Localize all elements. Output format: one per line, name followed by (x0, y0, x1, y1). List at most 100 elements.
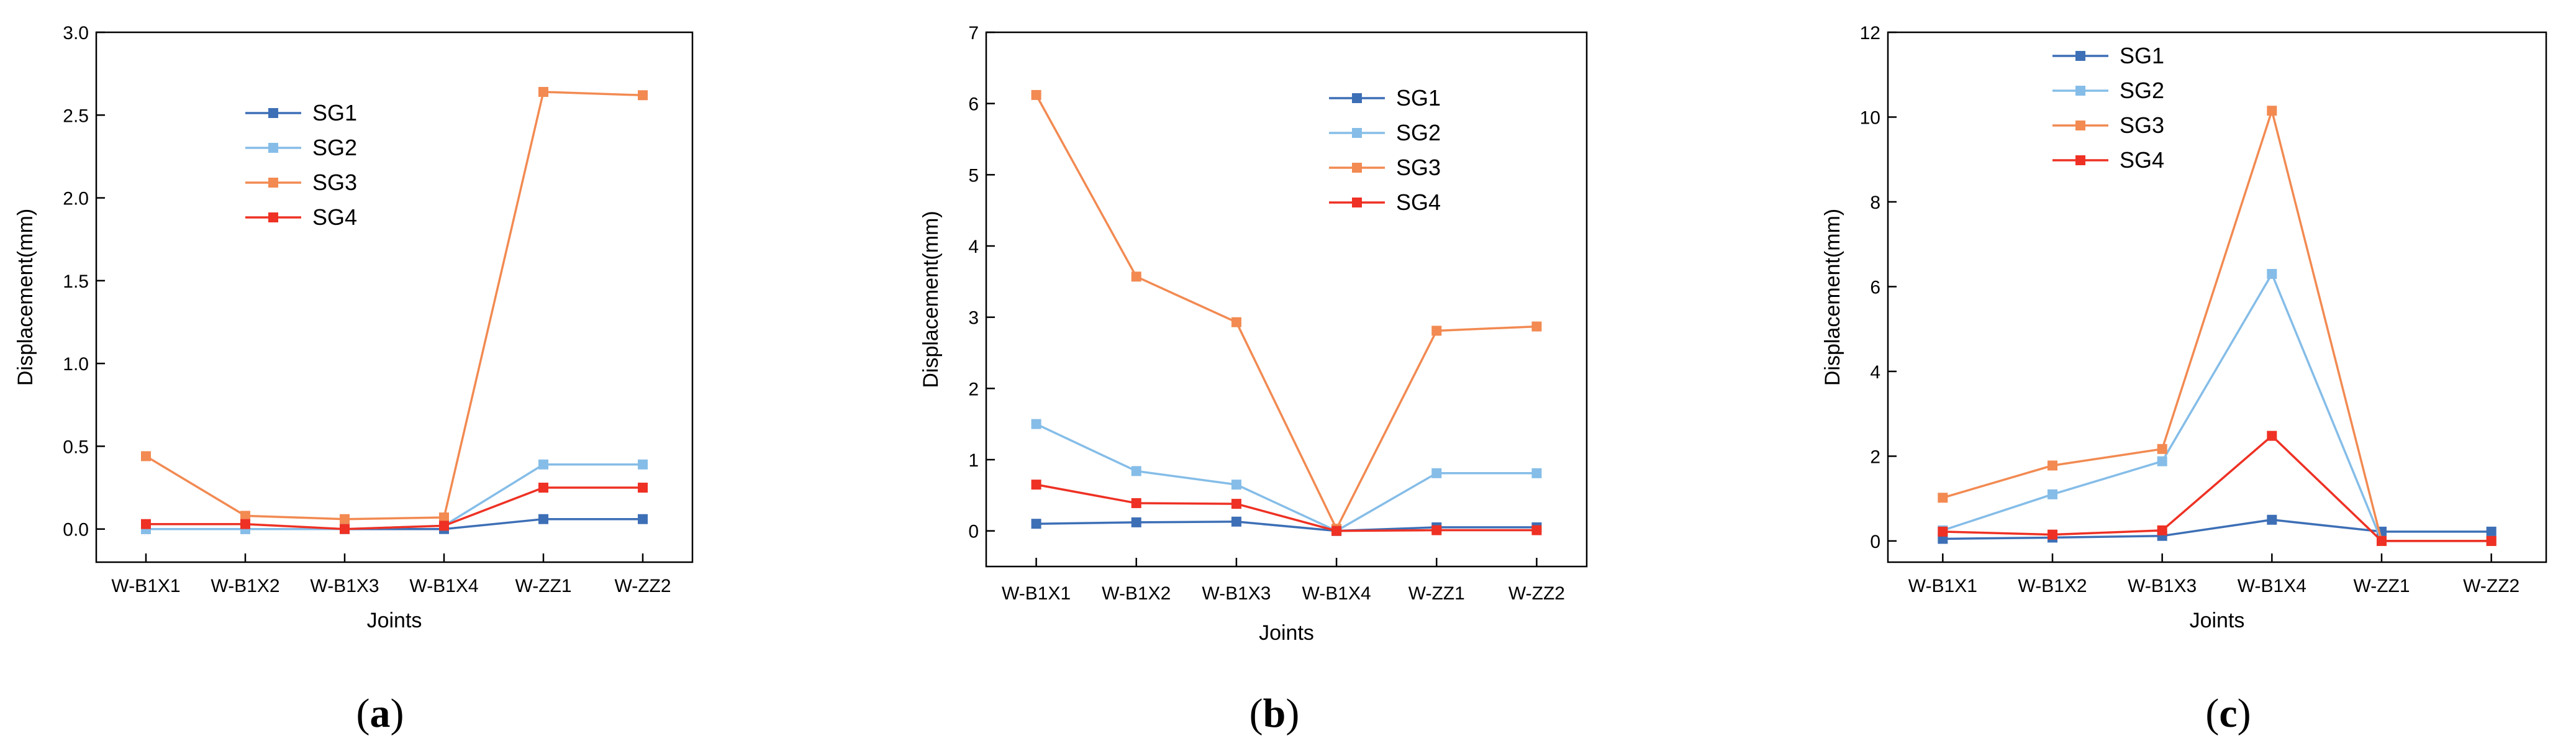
legend-label: SG1 (1396, 85, 1441, 111)
data-point (240, 511, 250, 521)
legend-label: SG4 (312, 204, 357, 230)
data-point (1231, 317, 1241, 327)
panel-letter: a (370, 691, 391, 736)
y-tick-label: 0 (968, 522, 979, 542)
data-point (240, 519, 250, 529)
data-point (2048, 460, 2057, 471)
data-point (538, 514, 548, 524)
data-point (2048, 529, 2057, 540)
data-point (2157, 525, 2167, 535)
data-point (1938, 526, 1948, 537)
data-point (2377, 535, 2387, 546)
x-tick-label: W-B1X2 (2018, 576, 2087, 596)
panel-label: (a) (356, 691, 404, 736)
series-line (1942, 273, 2492, 542)
data-point (638, 483, 648, 493)
data-point (1131, 466, 1141, 476)
y-tick-label: 7 (968, 23, 979, 43)
series-line (1036, 483, 1537, 532)
legend-marker (1352, 93, 1362, 103)
series-line (1035, 423, 1537, 532)
legend-marker (2075, 86, 2085, 96)
chart-panel-a: 0.0 0.5 1.0 1.5 2.0 2.5 3.0 W-B1X1 W-B1X2 W-B1X3 W… (14, 23, 694, 736)
legend-marker (1352, 128, 1362, 138)
legend-marker (268, 108, 278, 118)
legend-marker (2075, 121, 2085, 130)
data-point (2486, 535, 2497, 546)
data-point (638, 90, 648, 101)
data-point (1331, 526, 1342, 536)
x-tick-label: W-ZZ1 (2353, 576, 2410, 596)
series-SG2 (141, 459, 648, 534)
data-point (2267, 430, 2277, 441)
data-point (1131, 271, 1141, 282)
plot-frame (95, 31, 694, 563)
data-point (1431, 468, 1442, 478)
x-tick-label: W-B1X4 (1302, 583, 1371, 604)
x-axis-title: Joints (2190, 609, 2245, 632)
series-SG4 (1031, 480, 1542, 536)
x-axis-title: Joints (1259, 621, 1314, 645)
chart-panel-b: 0 1 2 3 4 5 6 7 W-B1X1 W-B1X2 W-B1X3 W-B1X4 W-ZZ1 W-Z… (919, 23, 1588, 736)
x-tick-label: W-ZZ2 (2463, 576, 2519, 596)
series-SG1 (1938, 514, 2497, 544)
x-tick-label: W-B1X4 (2238, 576, 2306, 596)
y-tick-label: 12 (1860, 23, 1880, 43)
plot-frame (1887, 31, 2547, 563)
x-tick-label: W-B1X2 (1102, 583, 1171, 604)
series-line (145, 91, 643, 521)
y-tick-label: 8 (1870, 193, 1880, 213)
y-tick-label: 3 (968, 308, 979, 329)
y-tick-label: 6 (1870, 277, 1880, 298)
data-point (2486, 526, 2497, 537)
legend-marker (1352, 163, 1362, 173)
legend-label: SG1 (312, 100, 357, 125)
series-line (1943, 519, 2492, 540)
data-point (2048, 489, 2057, 499)
data-point (1938, 493, 1948, 503)
y-tick-label: 10 (1860, 107, 1880, 128)
legend-marker (268, 212, 278, 222)
y-axis-title: Displacement(mm) (1821, 209, 1844, 386)
chart-panel-c: 0 2 4 6 8 10 12 W-B1X1 W-B1X2 W-B1X3 W-B1X4 W-ZZ1 W-… (1821, 23, 2547, 736)
y-tick-label: 3.0 (63, 23, 89, 43)
y-tick-label: 1.0 (63, 354, 89, 375)
legend-marker (268, 143, 278, 153)
y-tick-label: 5 (968, 165, 979, 186)
legend-label: SG3 (1396, 155, 1441, 180)
y-axis-title: Displacement(mm) (14, 209, 37, 386)
plot-frame (985, 31, 1588, 568)
data-point (2267, 106, 2277, 116)
data-point (2157, 444, 2167, 454)
series-SG1 (1031, 516, 1542, 536)
legend-marker (2075, 51, 2085, 61)
legend-label: SG2 (1396, 120, 1441, 145)
data-point (141, 519, 151, 529)
x-tick-label: W-ZZ2 (614, 576, 671, 596)
y-tick-label: 4 (968, 237, 979, 257)
x-tick-label: W-B1X3 (310, 576, 379, 596)
x-axis-title: Joints (367, 609, 422, 632)
y-axis-title: Displacement(mm) (919, 211, 943, 388)
y-tick-label: 1.5 (63, 271, 89, 292)
series-SG4 (141, 483, 648, 534)
series-SG2 (1031, 419, 1542, 536)
y-tick-label: 2 (1870, 447, 1880, 467)
legend-label: SG4 (1396, 189, 1441, 215)
x-tick-label: W-ZZ1 (1408, 583, 1465, 604)
data-point (1031, 89, 1041, 100)
data-point (439, 512, 449, 523)
data-point (1231, 480, 1241, 490)
panel-label: (c) (2205, 691, 2251, 736)
data-point (1231, 499, 1241, 509)
data-point (1031, 419, 1041, 429)
series-line (1943, 434, 2492, 542)
series-SG2 (1938, 268, 2497, 546)
legend-marker (1352, 198, 1362, 207)
x-tick-label: W-ZZ2 (1508, 583, 1565, 604)
series-SG4 (1938, 430, 2497, 546)
y-tick-label: 1 (968, 450, 979, 471)
data-point (638, 459, 648, 470)
data-point (1431, 325, 1442, 336)
